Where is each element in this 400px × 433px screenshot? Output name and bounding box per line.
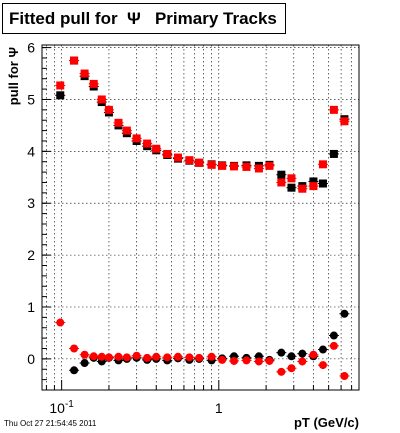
y-tick-label: 3 — [27, 195, 35, 211]
data-point-square — [122, 126, 131, 135]
data-point-square — [318, 179, 327, 188]
plot-frame — [41, 44, 360, 391]
data-point-square — [207, 160, 216, 169]
data-point-square — [104, 105, 113, 114]
timestamp: Thu Oct 27 21:54:45 2011 — [4, 419, 97, 428]
data-point-circle — [152, 352, 161, 361]
data-point-circle — [104, 353, 113, 362]
data-point-square — [80, 69, 89, 78]
data-point-square — [56, 81, 65, 90]
data-point-square — [277, 170, 286, 179]
y-tick-label: 5 — [27, 91, 35, 107]
data-point-circle — [207, 352, 216, 361]
data-point-circle — [287, 364, 296, 373]
y-tick-label: 2 — [27, 247, 35, 263]
data-point-circle — [80, 350, 89, 359]
data-point-circle — [218, 355, 227, 364]
data-point-square — [287, 183, 296, 192]
data-point-square — [185, 156, 194, 165]
y-tick-label: 6 — [27, 40, 35, 56]
data-point-square — [287, 174, 296, 183]
x-axis-label: pT (GeV/c) — [294, 415, 359, 430]
data-point-circle — [277, 367, 286, 376]
data-point-circle — [173, 352, 182, 361]
data-point-circle — [340, 309, 349, 318]
data-point-circle — [56, 318, 65, 327]
y-tick-label: 0 — [27, 351, 35, 367]
data-point-square — [143, 139, 152, 148]
data-point-circle — [265, 356, 274, 365]
data-point-square — [173, 153, 182, 162]
data-point-square — [163, 149, 172, 158]
data-point-square — [89, 79, 98, 88]
data-point-circle — [287, 352, 296, 361]
data-point-circle — [309, 350, 318, 359]
data-point-circle — [277, 348, 286, 357]
data-point-circle — [298, 349, 307, 358]
data-point-square — [298, 184, 307, 193]
data-point-circle — [254, 357, 263, 366]
data-point-square — [195, 158, 204, 167]
data-point-circle — [70, 344, 79, 353]
data-point-square — [97, 95, 106, 104]
data-point-square — [70, 56, 79, 65]
data-point-square — [56, 91, 65, 100]
data-point-square — [318, 160, 327, 169]
data-point-square — [114, 118, 123, 127]
data-point-square — [218, 161, 227, 170]
data-point-circle — [70, 366, 79, 375]
data-point-square — [265, 161, 274, 170]
x-tick-label: 1 — [215, 400, 223, 416]
data-point-circle — [132, 351, 141, 360]
data-point-circle — [163, 353, 172, 362]
data-point-circle — [195, 353, 204, 362]
data-point-square — [329, 105, 338, 114]
data-point-circle — [318, 361, 327, 370]
x-tick-label: 10-1 — [49, 399, 74, 416]
data-point-square — [132, 134, 141, 143]
data-point-square — [309, 177, 318, 186]
data-point-square — [309, 182, 318, 191]
data-point-circle — [230, 356, 239, 365]
data-point-circle — [329, 331, 338, 340]
data-point-circle — [318, 345, 327, 354]
data-point-square — [254, 164, 263, 173]
data-point-circle — [298, 357, 307, 366]
y-axis-label: pull for Ψ — [6, 47, 21, 105]
data-point-square — [152, 144, 161, 153]
data-point-circle — [80, 359, 89, 368]
data-point-circle — [114, 352, 123, 361]
chart-title: Fitted pull for Ψ Primary Tracks — [9, 9, 277, 28]
data-point-circle — [89, 352, 98, 361]
data-point-circle — [143, 353, 152, 362]
title-box: Fitted pull for Ψ Primary Tracks — [2, 3, 286, 34]
data-point-circle — [340, 371, 349, 380]
data-point-square — [230, 162, 239, 171]
data-point-square — [277, 178, 286, 187]
data-point-circle — [242, 356, 251, 365]
data-point-circle — [97, 352, 106, 361]
data-point-circle — [185, 353, 194, 362]
data-point-circle — [329, 341, 338, 350]
data-point-square — [242, 162, 251, 171]
data-point-circle — [122, 353, 131, 362]
data-point-square — [329, 149, 338, 158]
data-point-square — [340, 117, 349, 126]
y-tick-label: 4 — [27, 143, 35, 159]
y-tick-label: 1 — [27, 299, 35, 315]
